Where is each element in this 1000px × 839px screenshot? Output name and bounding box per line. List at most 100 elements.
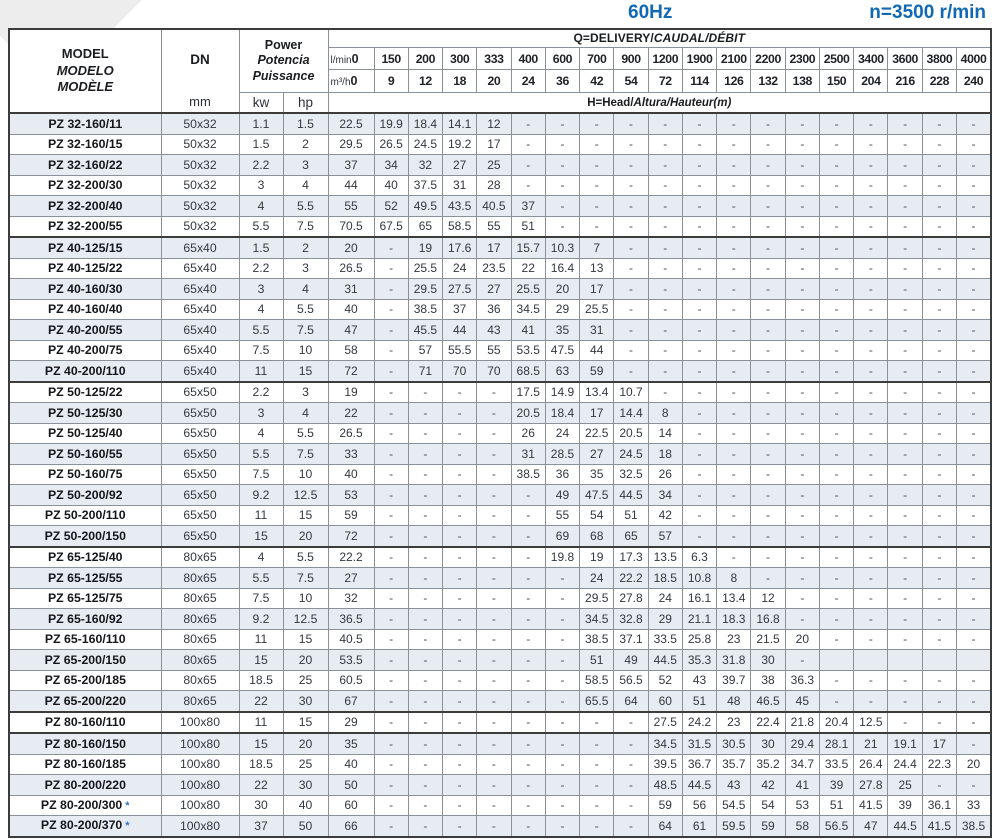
- head-value-cell: -: [818, 154, 855, 176]
- kw-cell: 9.2: [238, 484, 284, 506]
- head-value-cell: -: [579, 174, 615, 196]
- head-value-cell: 17.5: [510, 380, 546, 403]
- lmin-value: 900: [613, 46, 649, 71]
- m3h-value: 54: [613, 69, 649, 94]
- model-cell: PZ 50-200/110: [8, 504, 162, 526]
- m3h-header-row: m³/h0 9 12 18 20 24 36 42 54 72 114 126 132 138 150 20…: [9, 69, 992, 94]
- head-value-cell: 59: [647, 794, 683, 816]
- head-value-cell: -: [750, 195, 786, 217]
- head-value-cell: -: [853, 154, 889, 176]
- head-value-cell: 71: [407, 360, 444, 382]
- m3h-value: 240: [956, 69, 992, 94]
- head-value-cell: 47: [327, 319, 375, 341]
- head-value-cell: -: [921, 339, 958, 361]
- head-value-cell: 45.5: [407, 319, 444, 341]
- head-value-cell: -: [853, 360, 889, 382]
- head-value-cell: 13.4: [716, 587, 752, 609]
- head-value-cell: -: [476, 774, 512, 796]
- dn-cell: 65x50: [160, 380, 240, 403]
- model-cell: PZ 80-200/220: [8, 774, 162, 796]
- head-value-cell: -: [818, 669, 855, 691]
- lmin-value: 150: [373, 46, 409, 71]
- head-value-cell: 52: [647, 669, 683, 691]
- head-value-cell: -: [407, 774, 444, 796]
- head-value-cell: -: [373, 669, 409, 691]
- m3h-value: 36: [544, 69, 581, 94]
- model-cell: PZ 65-200/150: [8, 649, 162, 671]
- head-value-cell: -: [853, 215, 889, 238]
- head-value-cell: 20.5: [510, 402, 546, 424]
- head-value-cell: 30: [750, 649, 786, 671]
- head-value-cell: -: [887, 443, 923, 465]
- head-value-cell: 41: [510, 319, 546, 341]
- head-value-cell: 43: [716, 774, 752, 796]
- table-row: PZ 50-160/55 65x50 5.5 7.5 33- - - -31 28.5 27 24.…: [8, 443, 992, 465]
- head-value-cell: -: [681, 463, 718, 485]
- head-value-cell: 50: [327, 774, 375, 796]
- head-value-cell: 26: [510, 422, 546, 444]
- head-value-cell: -: [373, 525, 409, 547]
- head-value-cell: -: [887, 484, 923, 506]
- head-value-cell: -: [956, 774, 992, 796]
- head-value-cell: -: [716, 422, 752, 444]
- head-value-cell: -: [887, 380, 923, 403]
- head-value-cell: -: [887, 257, 923, 279]
- head-value-cell: -: [407, 669, 444, 691]
- head-value-cell: -: [544, 587, 581, 609]
- kw-cell: 5.5: [238, 215, 284, 238]
- table-row: PZ 40-160/30 65x40 3 4 31-29.5 27.5 27 25.5 20 17…: [8, 278, 992, 300]
- table-row: PZ 32-160/11 50x32 1.1 1.5 22.5 19.9 18.4 14.1 1…: [8, 112, 992, 135]
- head-value-cell: -: [853, 422, 889, 444]
- dn-cell: 100x80: [160, 815, 240, 837]
- head-value-cell: -: [784, 195, 820, 217]
- head-value-cell: -: [613, 278, 649, 300]
- model-cell: PZ 32-160/15: [8, 133, 162, 155]
- head-value-cell: -: [956, 608, 992, 630]
- model-cell: PZ 32-200/40: [8, 195, 162, 217]
- head-value-cell: -: [373, 732, 409, 755]
- head-value-cell: -: [510, 154, 546, 176]
- head-value-cell: -: [784, 236, 820, 259]
- head-value-cell: -: [647, 257, 683, 279]
- head-value-cell: 8: [716, 567, 752, 589]
- head-value-cell: 27: [579, 443, 615, 465]
- m3h-value: 228: [921, 69, 958, 94]
- head-value-cell: -: [716, 339, 752, 361]
- lmin-value: 700: [579, 46, 615, 71]
- head-value-cell: 35: [327, 732, 375, 755]
- head-value-cell: -: [887, 669, 923, 691]
- head-value-cell: -: [442, 380, 478, 403]
- head-value-cell: -: [716, 174, 752, 196]
- head-value-cell: -: [750, 236, 786, 259]
- m3h-value: 24: [510, 69, 546, 94]
- head-value-cell: -: [853, 463, 889, 485]
- head-value-cell: -: [853, 587, 889, 609]
- model-cell: PZ 65-125/75: [8, 587, 162, 609]
- lmin-value: 2100: [716, 46, 752, 71]
- head-value-cell: -: [750, 484, 786, 506]
- head-value-cell: -: [818, 339, 855, 361]
- head-value-cell: -: [373, 339, 409, 361]
- head-value-cell: -: [442, 794, 478, 816]
- model-cell: PZ 65-200/185: [8, 669, 162, 691]
- head-value-cell: -: [784, 278, 820, 300]
- head-value-cell: -: [476, 402, 512, 424]
- head-value-cell: 29.5: [579, 587, 615, 609]
- kw-unit-header: kw: [238, 92, 284, 114]
- head-value-cell: -: [681, 360, 718, 382]
- head-value-cell: -: [442, 504, 478, 526]
- head-value-cell: -: [853, 545, 889, 568]
- kw-cell: 11: [238, 710, 284, 734]
- head-value-cell: -: [956, 545, 992, 568]
- head-value-cell: -: [750, 545, 786, 568]
- head-value-cell: -: [818, 690, 855, 712]
- head-value-cell: 40: [327, 463, 375, 485]
- head-value-cell: -: [579, 195, 615, 217]
- speed-label: n=3500 r/min: [869, 2, 986, 23]
- head-value-cell: -: [579, 732, 615, 755]
- head-value-cell: -: [613, 133, 649, 155]
- head-value-cell: -: [544, 669, 581, 691]
- table-row: PZ 50-200/110 65x50 11 15 59- - - - -55 54 51 42- - -…: [8, 504, 992, 526]
- head-value-cell: -: [887, 339, 923, 361]
- head-value-cell: -: [750, 463, 786, 485]
